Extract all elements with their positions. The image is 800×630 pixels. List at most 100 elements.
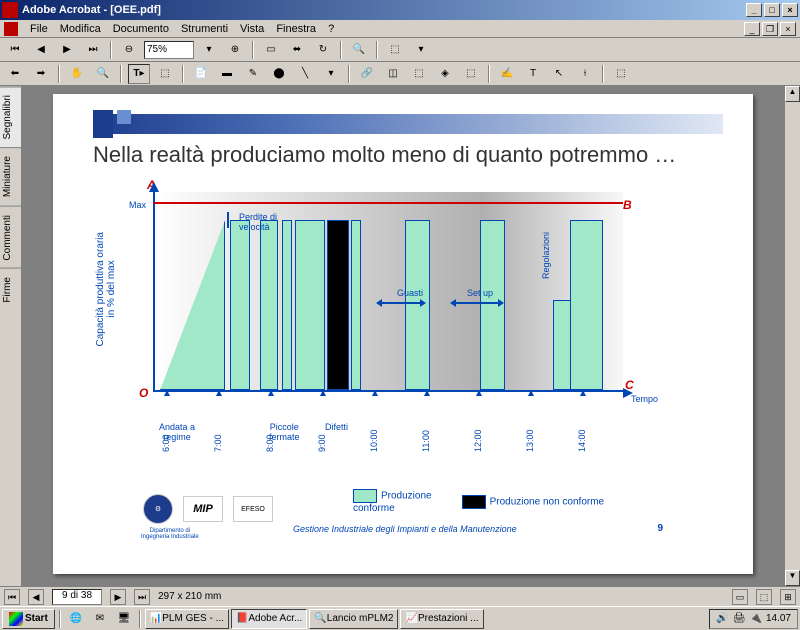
dropdown-button[interactable]: ▾ xyxy=(320,64,342,84)
scroll-down-button[interactable]: ▼ xyxy=(785,570,800,586)
forward-button[interactable]: ➡ xyxy=(30,64,52,84)
zoom-out-button[interactable]: ⊖ xyxy=(118,40,140,60)
menu-view[interactable]: Vista xyxy=(240,23,264,35)
text-select-button[interactable]: T▸ xyxy=(128,64,150,84)
quick-launch-3[interactable]: 🖥 xyxy=(113,609,135,629)
tab-comments[interactable]: Commenti xyxy=(0,206,21,269)
pencil-button[interactable]: ✎ xyxy=(242,64,264,84)
menu-document[interactable]: Documento xyxy=(113,23,169,35)
tool-5[interactable]: ⬚ xyxy=(460,64,482,84)
chart-bar-10 xyxy=(570,220,603,390)
y-axis-label: Capacità produttiva oraria in % del max xyxy=(95,232,117,347)
chart-bar-3 xyxy=(282,220,292,390)
close-button[interactable]: × xyxy=(782,3,798,17)
fit-page-button[interactable]: ▭ xyxy=(260,40,282,60)
menu-help[interactable]: ? xyxy=(328,23,334,35)
tool-4[interactable]: ◈ xyxy=(434,64,456,84)
view-mode-1[interactable]: ▭ xyxy=(732,589,748,605)
zoom-dropdown[interactable]: ▾ xyxy=(198,40,220,60)
hand-tool-button[interactable]: ✋ xyxy=(66,64,88,84)
prev-page-button[interactable]: ◀ xyxy=(30,40,52,60)
label-andata: Andata a regime xyxy=(159,422,195,442)
task-lancio[interactable]: 🔍 Lancio mPLM2 xyxy=(309,609,398,629)
tool-button-2[interactable]: ▾ xyxy=(410,40,432,60)
label-guasti: Guasti xyxy=(397,288,423,298)
logo-efeso: EFESO xyxy=(233,496,273,522)
link-button[interactable]: 🔗 xyxy=(356,64,378,84)
slide-header-bar xyxy=(93,114,723,134)
footer-text: Gestione Industriale degli Impianti e de… xyxy=(293,524,517,534)
menu-window[interactable]: Finestra xyxy=(276,23,316,35)
zoom-in-button[interactable]: ⊕ xyxy=(224,40,246,60)
stamp-button[interactable]: ⬤ xyxy=(268,64,290,84)
sb-prev-button[interactable]: ◀ xyxy=(28,589,44,605)
note-button[interactable]: 📄 xyxy=(190,64,212,84)
x-tick-arrow-4 xyxy=(372,390,378,396)
quick-launch-2[interactable]: ✉ xyxy=(89,609,111,629)
view-mode-2[interactable]: ⬚ xyxy=(756,589,772,605)
oee-chart: A B C O Capacità produttiva oraria in % … xyxy=(103,172,663,432)
sb-last-button[interactable]: ⏭ xyxy=(134,589,150,605)
logo-dip-text: Dipartimento di Ingegneria Industriale xyxy=(141,528,199,540)
quick-launch-1[interactable]: 🌐 xyxy=(65,609,87,629)
sb-next-button[interactable]: ▶ xyxy=(110,589,126,605)
start-button[interactable]: Start xyxy=(2,609,55,629)
first-page-button[interactable]: ⏮ xyxy=(4,40,26,60)
find-button[interactable]: 🔍 xyxy=(348,40,370,60)
sign-button[interactable]: ✍ xyxy=(496,64,518,84)
tray-icon-2[interactable]: 🖨 xyxy=(733,613,746,624)
menu-bar: File Modifica Documento Strumenti Vista … xyxy=(0,20,800,38)
menu-edit[interactable]: Modifica xyxy=(60,23,101,35)
tool-3[interactable]: ⬚ xyxy=(408,64,430,84)
x-tick-6: 12:00 xyxy=(473,396,483,452)
highlight-button[interactable]: ▬ xyxy=(216,64,238,84)
measure-button[interactable]: ⟊ xyxy=(574,64,596,84)
text-button[interactable]: T xyxy=(522,64,544,84)
maximize-button[interactable]: □ xyxy=(764,3,780,17)
menu-tools[interactable]: Strumenti xyxy=(181,23,228,35)
crop-button[interactable]: ◫ xyxy=(382,64,404,84)
task-plm[interactable]: 📊 PLM GES - ... xyxy=(145,609,229,629)
menu-file[interactable]: File xyxy=(30,23,48,35)
x-tick-arrow-2 xyxy=(268,390,274,396)
minimize-button[interactable]: _ xyxy=(746,3,762,17)
tray-icon[interactable]: 🔊 xyxy=(716,613,728,624)
sb-first-button[interactable]: ⏮ xyxy=(4,589,20,605)
select-button[interactable]: ⬚ xyxy=(154,64,176,84)
line-button[interactable]: ╲ xyxy=(294,64,316,84)
label-regolazioni: Regolazioni xyxy=(541,232,551,279)
edit-toolbar: ⬅ ➡ ✋ 🔍 T▸ ⬚ 📄 ▬ ✎ ⬤ ╲ ▾ 🔗 ◫ ⬚ ◈ ⬚ ✍ T ↖… xyxy=(0,62,800,86)
fit-width-button[interactable]: ⬌ xyxy=(286,40,308,60)
zoom-tool-button[interactable]: 🔍 xyxy=(92,64,114,84)
pdf-page: Nella realtà produciamo molto meno di qu… xyxy=(53,94,753,574)
system-tray[interactable]: 🔊 🖨 🔌 14.07 xyxy=(709,609,798,629)
task-acrobat[interactable]: 📕 Adobe Acr... xyxy=(231,609,307,629)
max-label: Max xyxy=(129,200,146,210)
view-mode-3[interactable]: ⊞ xyxy=(780,589,796,605)
doc-close-button[interactable]: × xyxy=(780,22,796,36)
rotate-button[interactable]: ↻ xyxy=(312,40,334,60)
page-indicator[interactable]: 9 di 38 xyxy=(52,589,102,605)
compare-button[interactable]: ⬚ xyxy=(610,64,632,84)
task-prestazioni[interactable]: 📈 Prestazioni ... xyxy=(400,609,483,629)
slide-title: Nella realtà produciamo molto meno di qu… xyxy=(93,142,723,168)
scroll-up-button[interactable]: ▲ xyxy=(785,86,800,102)
tab-bookmarks[interactable]: Segnalibri xyxy=(0,86,21,147)
doc-restore-button[interactable]: ❐ xyxy=(762,22,778,36)
back-button[interactable]: ⬅ xyxy=(4,64,26,84)
last-page-button[interactable]: ⏭ xyxy=(82,40,104,60)
next-page-button[interactable]: ▶ xyxy=(56,40,78,60)
tool-button[interactable]: ⬚ xyxy=(384,40,406,60)
zoom-input[interactable]: 75% xyxy=(144,41,194,59)
tab-signatures[interactable]: Firme xyxy=(0,268,21,311)
doc-minimize-button[interactable]: _ xyxy=(744,22,760,36)
arrow-button[interactable]: ↖ xyxy=(548,64,570,84)
app-icon xyxy=(2,2,18,18)
tray-icon-3[interactable]: 🔌 xyxy=(750,613,762,624)
legend-swatch-black xyxy=(462,495,486,509)
x-tick-arrow-6 xyxy=(476,390,482,396)
chart-bar-4 xyxy=(295,220,325,390)
vertical-scrollbar[interactable]: ▲ ▼ xyxy=(784,86,800,586)
tab-thumbnails[interactable]: Miniature xyxy=(0,147,21,205)
legend-label-nonconforme: Produzione non conforme xyxy=(490,496,605,507)
